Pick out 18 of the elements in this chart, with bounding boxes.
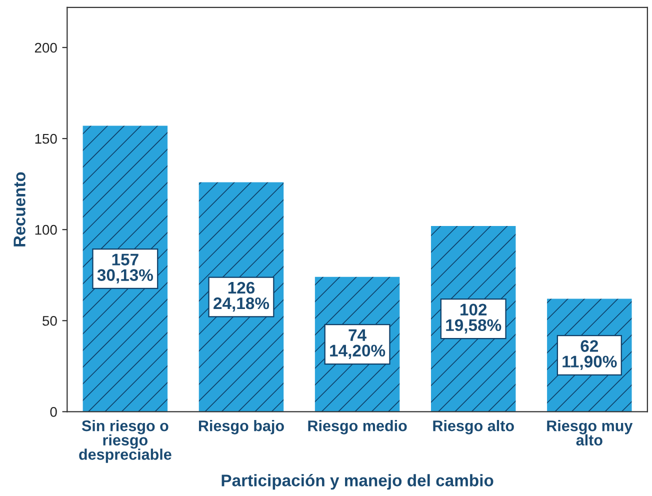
- x-axis-title: Participación y manejo del cambio: [222, 474, 494, 490]
- data-label: 126 24,18%: [214, 282, 270, 312]
- bar: [82, 126, 168, 412]
- y-tick-label: 150: [35, 134, 57, 144]
- x-tick-label: Sin riesgo o riesgo despreciable: [79, 420, 172, 463]
- x-tick-label: Riesgo bajo: [198, 420, 284, 434]
- x-tick-label: Riesgo muy alto: [547, 420, 633, 446]
- y-tick-label: 0: [50, 407, 57, 417]
- x-tick-label: Riesgo medio: [308, 420, 407, 434]
- y-tick-label: 50: [42, 316, 57, 326]
- data-label: 62 11,90%: [562, 340, 617, 370]
- data-label: 102 19,58%: [446, 304, 502, 334]
- data-label: 157 30,13%: [97, 254, 154, 284]
- data-label: 74 14,20%: [330, 329, 386, 359]
- y-tick-label: 200: [34, 42, 57, 53]
- y-tick-label: 100: [35, 224, 57, 235]
- y-axis-title: Recuento: [14, 172, 26, 246]
- x-tick-label: Riesgo alto: [433, 420, 514, 434]
